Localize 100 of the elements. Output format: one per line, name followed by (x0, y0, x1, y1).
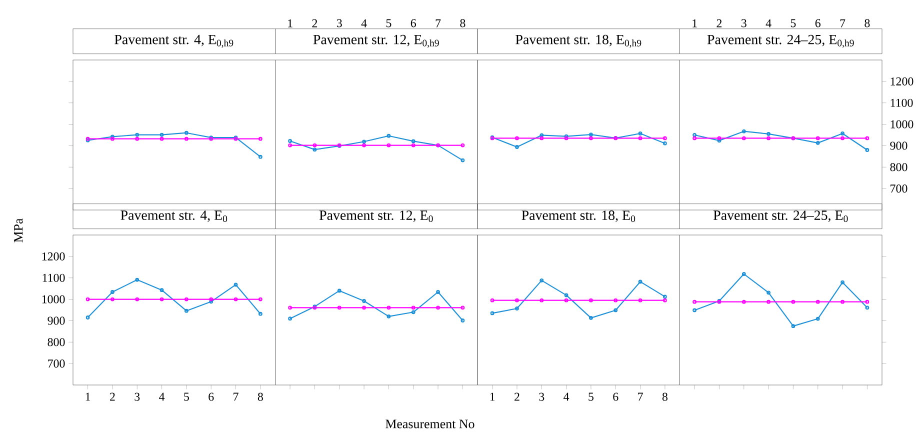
point (564, 293, 568, 298)
point (589, 298, 593, 302)
point (840, 280, 844, 284)
point (184, 136, 188, 141)
x-tick-label: 3 (336, 19, 342, 28)
point (362, 140, 366, 144)
y-tick-label: 900 (48, 316, 65, 325)
point (515, 306, 519, 310)
x-tick-label: 8 (258, 392, 263, 401)
point (135, 278, 140, 282)
x-tick-label: 5 (588, 392, 594, 401)
y-tick-label: 700 (48, 360, 65, 368)
point (110, 297, 114, 302)
x-tick-label: 3 (134, 392, 140, 401)
point (337, 306, 342, 310)
point (540, 278, 544, 282)
y-tick-label: 1000 (42, 295, 65, 304)
point (766, 132, 770, 136)
point (717, 136, 722, 140)
x-tick-label: 2 (110, 392, 115, 401)
point (766, 136, 770, 140)
point (184, 297, 188, 302)
point (638, 280, 642, 284)
x-tick-label: 2 (716, 19, 722, 28)
point (589, 136, 593, 140)
point (436, 306, 440, 310)
x-tick-label: 6 (815, 19, 821, 28)
point (160, 136, 164, 141)
x-tick-label: 7 (436, 19, 441, 28)
x-tick-label: 6 (410, 19, 416, 28)
x-tick-label: 7 (840, 19, 846, 28)
point (312, 148, 317, 152)
point (386, 134, 391, 138)
point (337, 288, 342, 293)
x-tick-label: 4 (159, 392, 165, 401)
point (540, 298, 544, 302)
point (540, 136, 544, 140)
x-tick-label: 8 (460, 19, 466, 28)
y-tick-label: 1100 (890, 98, 913, 107)
chart-title: Pavement str. 24–25, E$_{0,h9}$ (707, 34, 854, 48)
x-tick-label: 6 (613, 392, 618, 401)
x-tick-label: 5 (386, 19, 392, 28)
chart-title: Pavement str. 12, E$_{0}$ (319, 210, 433, 222)
x-tick-label: 6 (208, 392, 214, 401)
point (411, 306, 416, 310)
point (160, 288, 164, 292)
point (135, 136, 140, 141)
x-tick-label: 1 (490, 392, 495, 401)
point (766, 300, 770, 304)
point (209, 297, 214, 302)
x-tick-label: 1 (692, 19, 697, 28)
point (411, 143, 416, 148)
x-tick-label: 7 (638, 392, 643, 401)
point (411, 310, 416, 314)
point (436, 290, 440, 294)
x-tick-label: 5 (790, 19, 796, 28)
point (515, 298, 519, 302)
point (742, 300, 746, 304)
point (184, 130, 188, 135)
point (614, 298, 618, 302)
x-axis-title: Measurement No (386, 420, 474, 428)
point (840, 136, 844, 140)
y-tick-label: 800 (48, 338, 65, 346)
x-tick-label: 2 (514, 392, 520, 401)
point (791, 300, 796, 304)
point (742, 129, 746, 134)
point (312, 143, 317, 148)
point (614, 308, 618, 312)
point (840, 132, 844, 136)
point (135, 132, 140, 137)
point (589, 132, 593, 137)
y-tick-label: 1200 (890, 77, 914, 86)
point (564, 298, 568, 302)
point (515, 145, 519, 149)
x-tick-label: 4 (564, 392, 570, 401)
chart-title: Pavement str. 12, E$_{0,h9}$ (313, 34, 439, 48)
point (386, 143, 391, 148)
x-tick-label: 1 (86, 392, 90, 401)
point (816, 136, 820, 140)
point (160, 132, 164, 137)
x-tick-label: 1 (288, 19, 292, 28)
y-tick-label: 1000 (890, 120, 914, 128)
chart-title: Pavement str. 4, E$_{0}$ (120, 210, 228, 222)
point (234, 297, 238, 302)
point (160, 297, 164, 302)
point (742, 272, 746, 276)
point (184, 308, 188, 313)
point (362, 306, 366, 310)
x-tick-label: 3 (741, 19, 746, 28)
x-tick-label: 3 (539, 392, 544, 401)
point (110, 290, 114, 294)
y-tick-label: 1100 (42, 274, 65, 282)
y-axis-title: MPa (14, 218, 23, 242)
y-tick-label: 900 (890, 142, 908, 150)
y-tick-label: 800 (890, 163, 908, 172)
y-tick-label: 1200 (42, 252, 65, 260)
point (362, 143, 366, 148)
chart-title: Pavement str. 18, E$_{0,h9}$ (516, 34, 642, 48)
point (816, 140, 820, 145)
point (515, 136, 519, 140)
